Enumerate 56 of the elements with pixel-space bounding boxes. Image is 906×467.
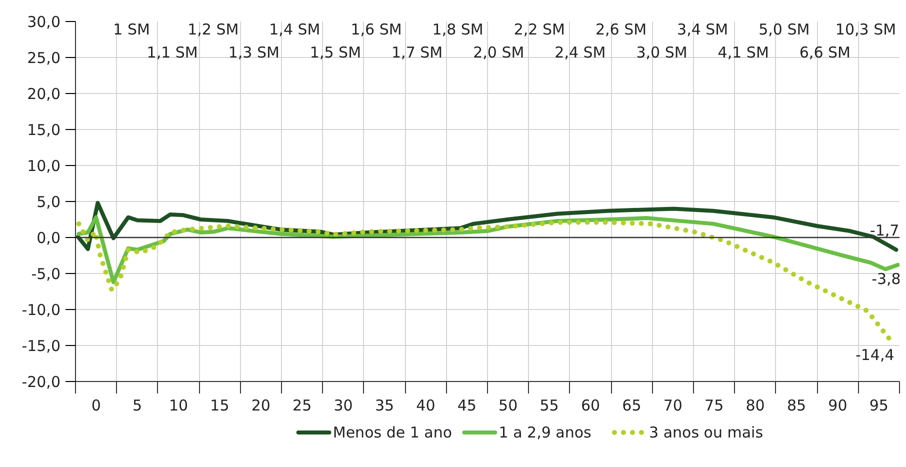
annotation: -14,4 <box>855 346 894 364</box>
y-tick-label: 30,0 <box>27 13 61 31</box>
annotation: 1 SM <box>113 20 150 38</box>
annotation: 4,1 SM <box>718 44 769 62</box>
x-tick-label: 25 <box>292 396 312 414</box>
legend-label: Menos de 1 ano <box>332 424 452 442</box>
x-tick-label: 20 <box>251 396 270 414</box>
x-tick-label: 30 <box>334 396 353 414</box>
x-tick-label: 50 <box>498 396 518 414</box>
y-tick-label: 25,0 <box>27 49 61 67</box>
y-tick-label: 0,0 <box>36 229 61 247</box>
x-tick-label: 5 <box>132 396 142 414</box>
annotation: 1,1 SM <box>146 44 198 62</box>
annotation: 1,2 SM <box>188 20 239 38</box>
annotation: 10,3 SM <box>835 20 896 38</box>
legend-label: 1 a 2,9 anos <box>498 424 592 442</box>
annotation: 1,8 SM <box>432 20 484 38</box>
x-tick-label: 70 <box>663 396 682 414</box>
annotation: 2,6 SM <box>595 20 647 38</box>
x-tick-label: 60 <box>580 396 600 414</box>
annotation: 5,0 SM <box>758 20 810 38</box>
annotation: 1,4 SM <box>269 20 320 38</box>
annotation: 1,7 SM <box>392 44 443 62</box>
annotation: 1,6 SM <box>350 20 402 38</box>
x-tick-label: 35 <box>374 396 394 414</box>
x-tick-label: 0 <box>91 396 101 414</box>
x-tick-label: 95 <box>869 396 888 414</box>
annotation: -1,7 <box>870 222 900 240</box>
annotation: 2,4 SM <box>554 44 606 62</box>
x-tick-label: 15 <box>210 396 230 414</box>
x-tick-label: 10 <box>168 396 188 414</box>
annotation: 1,3 SM <box>228 44 280 62</box>
x-tick-label: 65 <box>622 396 642 414</box>
annotation: 2,0 SM <box>473 44 524 62</box>
x-tick-label: 45 <box>457 396 476 414</box>
y-tick-label: 10,0 <box>27 157 61 175</box>
annotation: 6,6 SM <box>799 44 850 62</box>
annotation: 3,0 SM <box>636 44 688 62</box>
x-tick-label: 40 <box>416 396 436 414</box>
annotation: -3,8 <box>872 270 901 288</box>
y-tick-label: 5,0 <box>36 193 61 211</box>
legend-label: 3 anos ou mais <box>649 424 764 442</box>
x-tick-label: 75 <box>704 396 724 414</box>
y-tick-label: 15,0 <box>27 121 61 139</box>
y-tick-label: 20,0 <box>27 85 61 103</box>
annotation: 1,5 SM <box>310 44 362 62</box>
y-tick-label: -10,0 <box>22 301 60 319</box>
x-tick-label: 90 <box>828 396 848 414</box>
y-tick-label: -20,0 <box>22 373 60 391</box>
x-tick-label: 55 <box>540 396 559 414</box>
y-tick-label: -5,0 <box>31 265 61 283</box>
x-tick-label: 85 <box>786 396 806 414</box>
y-tick-label: -15,0 <box>22 337 60 355</box>
annotation: 3,4 SM <box>677 20 728 38</box>
annotation: 2,2 SM <box>514 20 565 38</box>
x-tick-label: 80 <box>746 396 765 414</box>
